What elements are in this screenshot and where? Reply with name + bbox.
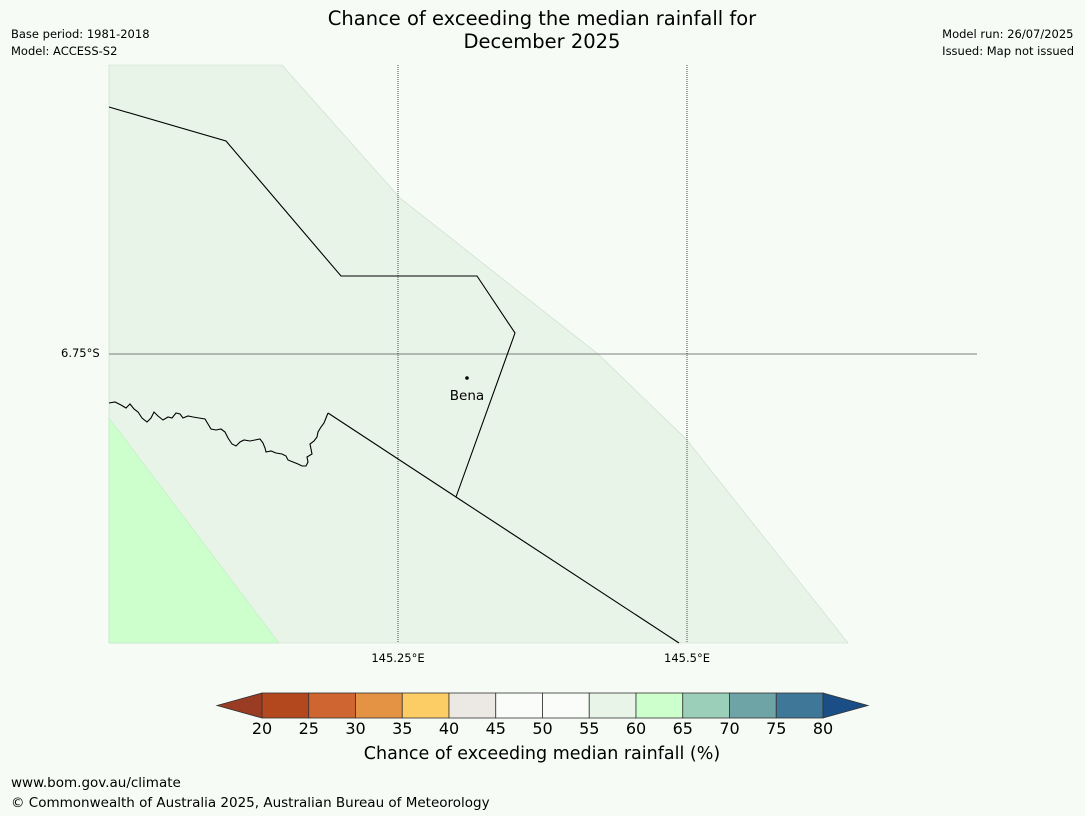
colorbar-box [729, 692, 777, 719]
latitude-label: 6.75°S [61, 346, 100, 360]
colorbar-tick-label: 70 [719, 719, 740, 738]
colorbar-boxes [261, 692, 824, 719]
colorbar-box [588, 692, 637, 719]
colorbar-tick-label: 30 [345, 719, 366, 738]
map-title-line-2: December 2025 [463, 30, 621, 53]
town-label: Bena [449, 388, 485, 404]
footer-url: www.bom.gov.au/climate [11, 775, 181, 791]
colorbar-tick-label: 65 [672, 719, 693, 738]
colorbar-tick-label: 40 [438, 719, 460, 738]
shading-band-60-65 [108, 417, 280, 644]
colorbar-box [775, 692, 824, 719]
province-boundary [108, 106, 516, 498]
colorbar-tick-label: 80 [812, 719, 834, 738]
colorbar-box [495, 692, 543, 719]
colorbar-box [308, 692, 356, 719]
metadata-left: Base period: 1981-2018 Model: ACCESS-S2 [11, 26, 150, 60]
colorbar-tick-label: 55 [579, 719, 600, 738]
colorbar-extend-low [215, 692, 263, 719]
colorbar-box [635, 692, 684, 719]
colorbar-tick-label: 50 [532, 719, 553, 738]
colorbar-box [355, 692, 403, 719]
colorbar-tick-label: 35 [392, 719, 413, 738]
map-title: Chance of exceeding the median rainfall … [242, 7, 842, 53]
colorbar-box [261, 692, 310, 719]
colorbar-box [401, 692, 450, 719]
map-title-line-1: Chance of exceeding the median rainfall … [327, 7, 757, 30]
base-period-text: Base period: 1981-2018 [11, 27, 150, 41]
river-line [108, 401, 329, 467]
issued-text: Issued: Map not issued [942, 44, 1074, 58]
colorbar [215, 692, 870, 719]
footer-copyright: © Commonwealth of Australia 2025, Austra… [11, 795, 490, 811]
colorbar-extend-high [822, 692, 870, 719]
province-boundary [327, 412, 680, 644]
colorbar-box [542, 692, 590, 719]
colorbar-tick-label: 75 [766, 719, 787, 738]
colorbar-tick-label: 25 [298, 719, 319, 738]
town-marker [465, 376, 469, 380]
colorbar-box [448, 692, 497, 719]
metadata-right: Model run: 26/07/2025 Issued: Map not is… [942, 26, 1074, 60]
longitude-label-145-25: 145.25°E [371, 651, 425, 665]
colorbar-tick-label: 60 [625, 719, 647, 738]
colorbar-tick-label: 20 [251, 719, 273, 738]
model-run-text: Model run: 26/07/2025 [942, 27, 1074, 41]
colorbar-box [682, 692, 730, 719]
colorbar-label: Chance of exceeding median rainfall (%) [363, 744, 721, 764]
colorbar-tick-label: 45 [485, 719, 506, 738]
longitude-label-145-5: 145.5°E [664, 651, 710, 665]
model-text: Model: ACCESS-S2 [11, 44, 118, 58]
